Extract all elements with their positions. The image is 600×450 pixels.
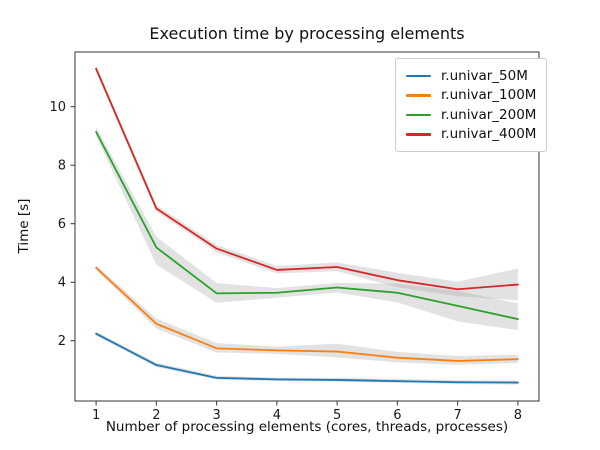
legend-item-r.univar_100M: r.univar_100M <box>406 86 536 106</box>
chart-title: Execution time by processing elements <box>149 24 465 43</box>
legend-label: r.univar_400M <box>441 126 537 143</box>
x-tick-label: 2 <box>152 408 160 423</box>
legend-label: r.univar_200M <box>441 106 537 123</box>
series-line-r.univar_50M <box>95 332 519 384</box>
confidence-band-r.univar_400M <box>96 65 518 301</box>
series-line-r.univar_100M <box>95 266 519 362</box>
y-tick-label: 10 <box>49 100 66 115</box>
legend-line-swatch <box>406 74 431 77</box>
legend-line-swatch <box>406 133 431 136</box>
y-axis-label: Time [s] <box>16 198 32 254</box>
plot-border <box>74 51 540 402</box>
y-tick-label: 6 <box>58 217 66 232</box>
y-tick-label: 4 <box>58 276 66 291</box>
legend-label: r.univar_100M <box>441 87 537 104</box>
series-line-r.univar_400M <box>95 67 519 291</box>
legend-item-r.univar_200M: r.univar_200M <box>406 105 536 125</box>
x-tick-label: 8 <box>514 408 522 423</box>
x-tick-label: 3 <box>212 408 220 423</box>
y-tick-label: 2 <box>58 334 66 349</box>
legend-line-swatch <box>406 113 431 116</box>
legend-line-swatch <box>406 94 431 97</box>
x-tick-label: 1 <box>92 408 100 423</box>
y-tick-label: 8 <box>58 159 66 174</box>
series-line-r.univar_200M <box>95 130 519 320</box>
legend-item-r.univar_50M: r.univar_50M <box>406 66 536 86</box>
x-tick-label: 6 <box>393 408 401 423</box>
legend-label: r.univar_50M <box>441 67 528 84</box>
x-axis-label: Number of processing elements (cores, th… <box>105 419 509 435</box>
legend: r.univar_50M r.univar_100M r.univar_200M r.… <box>395 58 548 152</box>
legend-item-r.univar_400M: r.univar_400M <box>406 125 536 145</box>
confidence-band-r.univar_100M <box>96 265 518 365</box>
x-tick-label: 5 <box>333 408 341 423</box>
x-tick-label: 4 <box>273 408 281 423</box>
confidence-band-r.univar_200M <box>96 127 518 331</box>
x-tick-label: 7 <box>454 408 462 423</box>
